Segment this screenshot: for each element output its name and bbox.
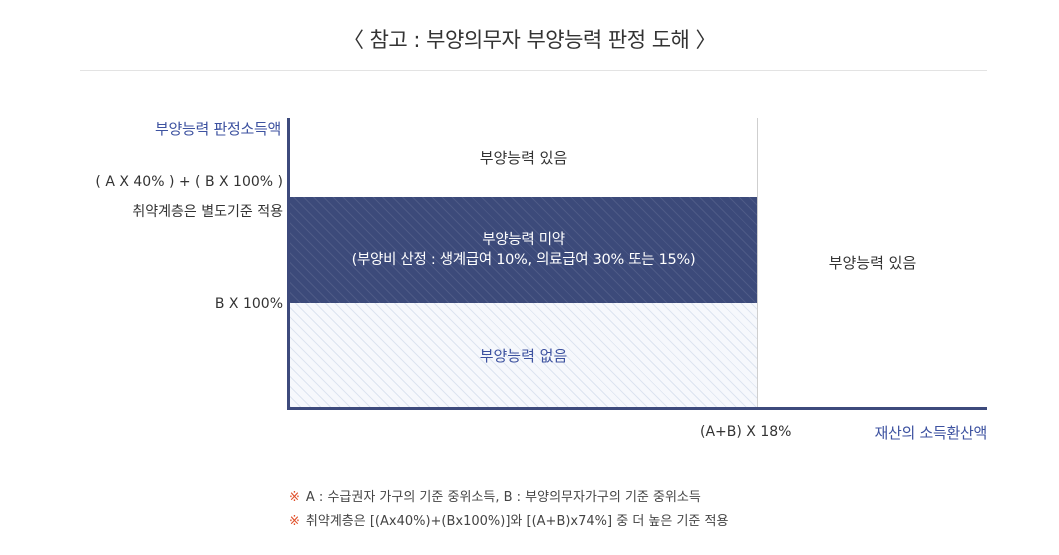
note-mark: ※ bbox=[289, 490, 300, 505]
zone-capable-top-label: 부양능력 있음 bbox=[479, 149, 568, 167]
zone-no-capability-label: 부양능력 없음 bbox=[479, 346, 568, 365]
footnotes: ※ A : 수급권자 가구의 기준 중위소득, B : 부양의무자가구의 기준 중… bbox=[289, 486, 728, 534]
x-label-threshold: (A+B) X 18% bbox=[700, 424, 792, 440]
y-label-lower: B X 100% bbox=[214, 296, 283, 312]
zone-capable-right-label: 부양능력 있음 bbox=[828, 254, 917, 272]
footnote-text: 취약계층은 [(Ax40%)+(Bx100%)]와 [(A+B)x74%] 중 … bbox=[305, 514, 729, 529]
title-divider bbox=[80, 70, 987, 71]
footnote: ※ 취약계층은 [(Ax40%)+(Bx100%)]와 [(A+B)x74%] 중… bbox=[289, 510, 728, 534]
y-axis-title: 부양능력 판정소득액 bbox=[155, 120, 281, 138]
zone-no-capability: 부양능력 없음 bbox=[290, 303, 757, 407]
y-label-upper-note: 취약계층은 별도기준 적용 bbox=[132, 204, 283, 220]
x-axis bbox=[287, 407, 987, 410]
zone-weak-detail: (부양비 산정 : 생계급여 10%, 의료급여 30% 또는 15%) bbox=[351, 252, 696, 268]
footnote: ※ A : 수급권자 가구의 기준 중위소득, B : 부양의무자가구의 기준 중… bbox=[289, 486, 728, 510]
y-label-upper-formula: ( A X 40% ) + ( B X 100% ) bbox=[95, 174, 283, 190]
zone-weak-label: 부양능력 미약 bbox=[482, 232, 565, 248]
page-title: 〈 참고 : 부양의무자 부양능력 판정 도해 〉 bbox=[342, 28, 717, 52]
x-axis-title: 재산의 소득환산액 bbox=[874, 424, 988, 442]
threshold-divider bbox=[757, 118, 758, 407]
zone-weak-capability: 부양능력 미약 (부양비 산정 : 생계급여 10%, 의료급여 30% 또는 … bbox=[290, 197, 757, 303]
note-mark: ※ bbox=[289, 514, 300, 529]
y-axis bbox=[287, 118, 290, 410]
zone-capable-top: 부양능력 있음 bbox=[290, 118, 757, 197]
footnote-text: A : 수급권자 가구의 기준 중위소득, B : 부양의무자가구의 기준 중위… bbox=[305, 490, 701, 505]
zone-capable-right: 부양능력 있음 bbox=[758, 118, 987, 407]
